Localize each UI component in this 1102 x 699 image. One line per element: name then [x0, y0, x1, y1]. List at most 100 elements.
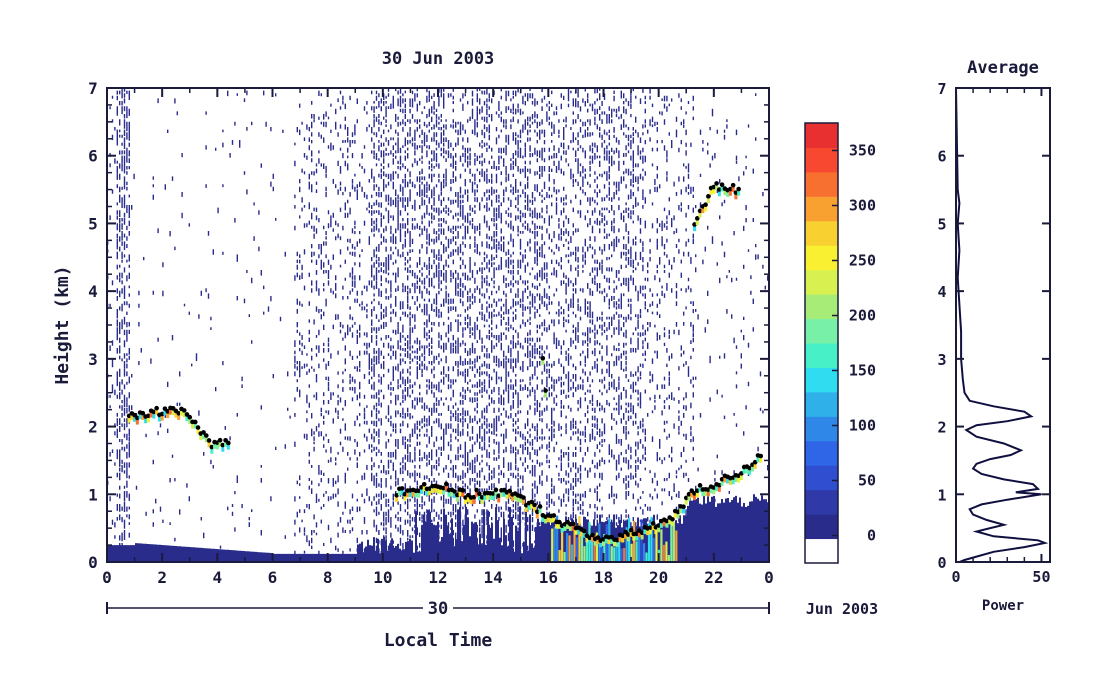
layer-marker: [471, 494, 477, 500]
echo-cell: [632, 532, 636, 541]
echo-cell: [191, 420, 195, 429]
layer-marker: [648, 525, 653, 530]
echo-column: [583, 546, 586, 562]
profile-x-tick-label: 50: [1032, 568, 1050, 586]
echo-cell: [604, 535, 608, 544]
echo-cell: [715, 182, 719, 191]
echo-cell: [400, 487, 404, 496]
echo-cell: [563, 522, 567, 531]
echo-column: [675, 530, 678, 562]
echo-cell: [447, 488, 451, 497]
echo-cell: [596, 536, 600, 545]
main-y-axis: 0 1 2 3 4 5 6 7: [88, 79, 769, 572]
echo-cell: [207, 439, 211, 448]
echo-cell: [560, 524, 564, 533]
echo-column: [672, 521, 675, 562]
echo-cell: [466, 493, 470, 502]
colorbar-segment: [805, 489, 838, 515]
layer-marker: [220, 442, 226, 448]
x-tick-label: 20: [649, 568, 668, 587]
echo-cell: [720, 183, 724, 192]
echo-cell: [199, 432, 203, 441]
echo-cell: [135, 416, 139, 425]
layer-marker: [581, 528, 587, 534]
echo-cell: [202, 431, 206, 440]
echo-cell: [152, 410, 156, 419]
main-plot-area: [107, 88, 769, 562]
x-tick-label: 0: [102, 568, 112, 587]
layer-marker: [419, 485, 424, 490]
echo-column: [662, 544, 666, 562]
echo-column: [620, 548, 623, 562]
layer-marker: [758, 453, 764, 459]
layer-marker: [159, 411, 165, 417]
layer-marker: [711, 485, 717, 490]
layer-marker: [730, 182, 736, 188]
echo-cell: [626, 533, 630, 542]
echo-cell: [706, 195, 710, 204]
y-tick-label: 0: [88, 553, 98, 572]
echo-cell: [684, 496, 688, 505]
plot-background: [107, 88, 769, 562]
echo-cell: [516, 494, 520, 503]
profile-y-tick-label: 0: [937, 554, 946, 572]
y-tick-label: 7: [88, 79, 98, 98]
layer-marker: [181, 408, 187, 413]
echo-cell: [695, 217, 699, 226]
colorbar-tick-label: 0: [867, 527, 876, 545]
layer-marker: [192, 419, 198, 425]
colorbar-segment: [805, 269, 838, 295]
date-bar-label-bg: [423, 600, 453, 616]
profile-x-tick-label: 0: [951, 568, 960, 586]
echo-cell: [588, 536, 592, 545]
profile-y-tick-label: 6: [937, 148, 946, 166]
colorbar-tick-label: 150: [849, 362, 876, 380]
profile-y-tick-label: 7: [937, 80, 946, 98]
colorbar-segment: [805, 465, 838, 491]
echo-column: [618, 538, 621, 562]
colorbar-tick-label: 100: [849, 417, 876, 435]
date-bar-suffix: Jun 2003: [806, 600, 878, 618]
echo-cell: [196, 426, 200, 435]
echo-cell: [717, 483, 721, 492]
echo-cell: [599, 539, 603, 548]
date-bar: 30 Jun 2003: [106, 599, 878, 619]
echo-cell: [174, 409, 178, 418]
echo-cell: [739, 472, 743, 481]
echo-cell: [541, 513, 545, 522]
colorbar-tick-label: 300: [849, 197, 876, 215]
layer-marker: [399, 486, 405, 491]
echo-cell: [574, 526, 578, 535]
profile-y-axis: 0 1 2 3 4 5 6 7: [937, 80, 1050, 572]
echo-cell: [657, 524, 661, 533]
colorbar-frame: [804, 122, 839, 564]
layer-marker: [626, 532, 631, 537]
echo-cell: [179, 407, 183, 416]
echo-cell: [728, 476, 732, 485]
echo-cell: [455, 493, 459, 502]
echo-cell: [693, 223, 697, 232]
echo-cell: [425, 487, 429, 496]
layer-marker: [477, 491, 482, 496]
echo-cell: [436, 485, 440, 494]
echo-cell: [690, 489, 694, 498]
layer-marker: [681, 504, 686, 510]
layer-marker: [733, 190, 739, 195]
echo-cell: [737, 474, 741, 483]
echo-column: [645, 552, 648, 562]
layer-marker: [697, 483, 703, 488]
echo-cell: [568, 522, 572, 531]
echo-cell: [408, 489, 412, 498]
layer-marker: [535, 509, 540, 515]
echo-cell: [582, 529, 586, 538]
colorbar-segment: [805, 147, 838, 173]
echo-cell: [442, 486, 446, 495]
layer-marker: [639, 530, 645, 536]
echo-cell: [687, 492, 691, 501]
echo-cell: [439, 486, 443, 495]
echo-cell: [163, 407, 167, 416]
layer-marker: [557, 519, 562, 525]
echo-cell: [670, 517, 674, 526]
echo-cell: [497, 494, 501, 503]
echo-cell: [541, 356, 545, 365]
